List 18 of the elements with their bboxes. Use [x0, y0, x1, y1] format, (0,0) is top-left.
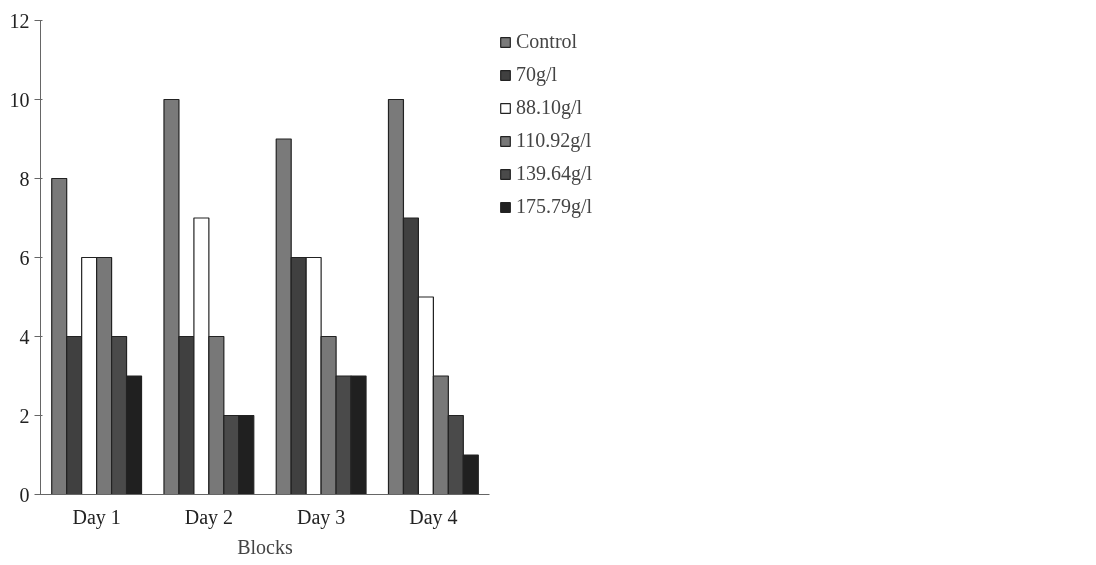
legend-label: Control [516, 30, 578, 53]
legend-label: 175.79g/l [516, 195, 593, 218]
x-tick-label: Day 3 [296, 505, 346, 529]
legend-label: 88.10g/l [516, 96, 583, 119]
y-tick-label: 12 [9, 9, 30, 32]
x-tick-label: Day 2 [184, 505, 234, 529]
y-tick-label: 0 [19, 483, 30, 506]
legend-label: 139.64g/l [516, 162, 593, 185]
x-axis-title: Blocks [237, 535, 293, 558]
y-tick-label: 4 [19, 325, 30, 348]
x-tick-label: Day 4 [409, 505, 458, 529]
y-tick-label: 6 [19, 246, 30, 269]
legend-label: 110.92g/l [516, 129, 592, 152]
legend-label: 70g/l [516, 63, 558, 86]
x-tick-label: Day 1 [72, 505, 121, 529]
y-tick-label: 2 [19, 404, 30, 427]
y-tick-label: 8 [19, 167, 30, 190]
y-tick-label: 10 [9, 88, 30, 111]
